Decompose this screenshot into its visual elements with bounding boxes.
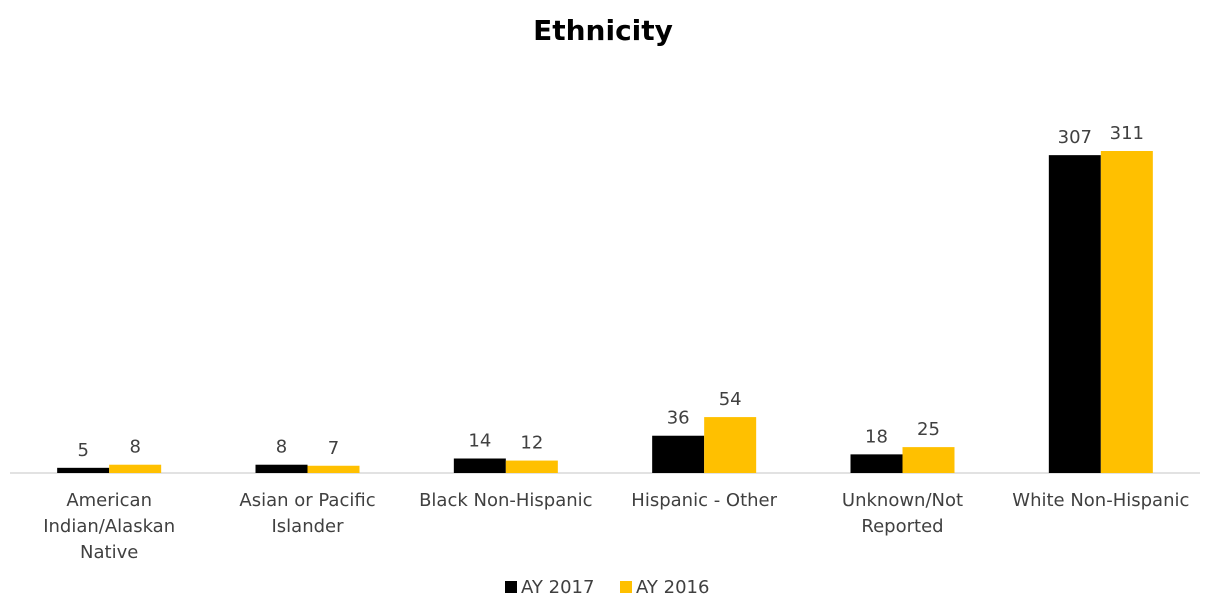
bar-ay2016-3 [704, 417, 757, 473]
data-label: 54 [719, 389, 742, 410]
bar-ay2016-5 [1100, 151, 1153, 473]
category-label: White Non-Hispanic [1012, 490, 1189, 511]
data-label: 12 [520, 433, 543, 454]
bar-ay2017-1 [255, 464, 308, 473]
data-label: 18 [865, 426, 888, 447]
data-label: 307 [1058, 127, 1092, 148]
data-label: 311 [1110, 123, 1144, 144]
data-label: 14 [468, 431, 491, 452]
category-label: Reported [861, 516, 943, 537]
data-label: 36 [667, 408, 690, 429]
category-label: Unknown/Not [842, 490, 963, 511]
legend-label-ay2016: AY 2016 [636, 577, 709, 598]
legend-swatch-ay2017 [505, 581, 517, 593]
category-label: American [66, 490, 152, 511]
bar-ay2017-5 [1048, 155, 1101, 473]
bar-ay2017-4 [850, 454, 903, 473]
category-labels-layer: American Indian/Alaskan Native Asian or Pac… [43, 490, 1189, 563]
category-label: Black Non-Hispanic [419, 490, 592, 511]
data-labels-layer: 5 8 8 7 14 12 36 54 18 25 307 311 [77, 123, 1144, 461]
data-label: 5 [77, 440, 88, 461]
legend-label-ay2017: AY 2017 [521, 577, 594, 598]
legend-swatch-ay2016 [620, 581, 632, 593]
category-label: Native [80, 542, 138, 563]
bars-layer [57, 151, 1153, 473]
bar-ay2017-0 [57, 467, 110, 473]
bar-ay2016-4 [902, 447, 955, 473]
data-label: 8 [129, 437, 140, 458]
data-label: 8 [276, 437, 287, 458]
legend: AY 2017 AY 2016 [505, 577, 709, 598]
data-label: 25 [917, 419, 940, 440]
bar-ay2016-1 [307, 465, 360, 473]
category-label: Indian/Alaskan [43, 516, 175, 537]
bar-ay2017-3 [652, 435, 705, 473]
category-label: Islander [271, 516, 344, 537]
category-label: Asian or Pacific [239, 490, 375, 511]
chart-title: Ethnicity [533, 14, 673, 47]
category-label: Hispanic - Other [631, 490, 777, 511]
bar-ay2016-2 [505, 460, 558, 473]
bar-ay2016-0 [109, 464, 162, 473]
data-label: 7 [328, 438, 339, 459]
bar-ay2017-2 [453, 458, 506, 473]
